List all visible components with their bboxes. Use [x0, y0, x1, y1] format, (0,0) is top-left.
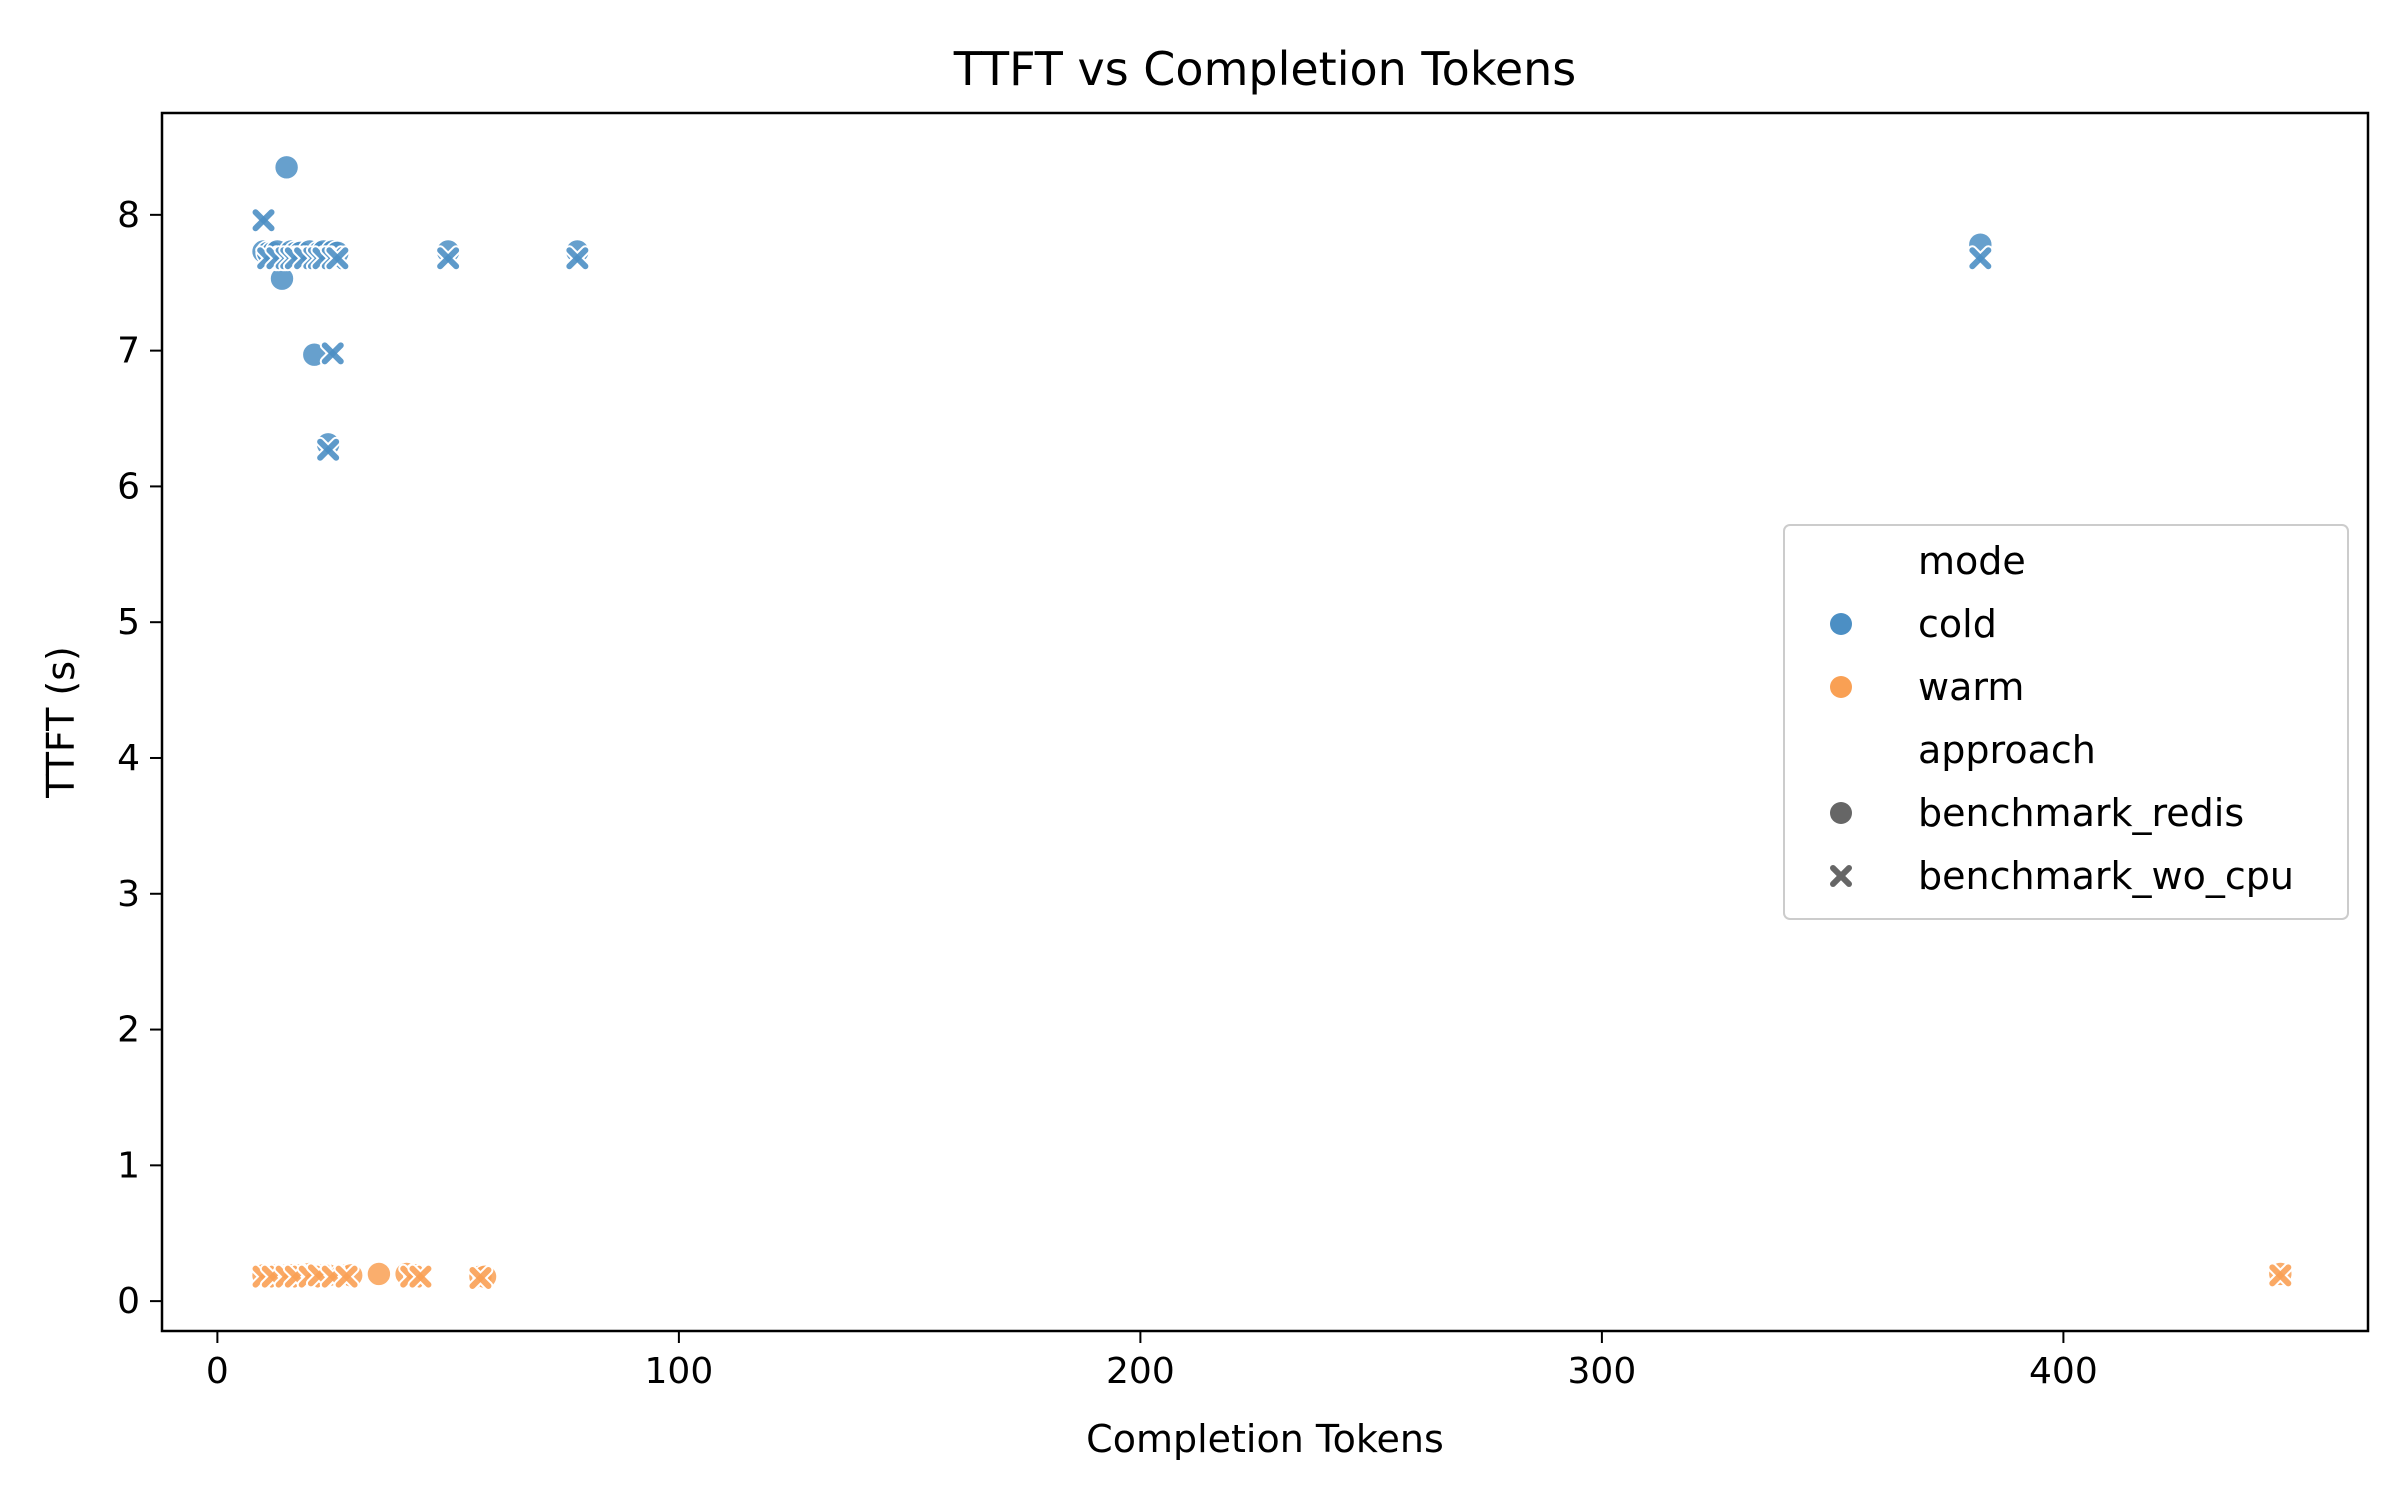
- legend-cold-label: cold: [1918, 602, 1997, 646]
- y-tick-label: 1: [117, 1145, 140, 1186]
- x-tick-label: 100: [645, 1351, 714, 1392]
- legend-redis-marker: [1830, 802, 1852, 824]
- legend-cold-marker: [1830, 613, 1852, 635]
- legend: mode cold warm approach benchmark_redis …: [1783, 524, 2349, 920]
- axis-ticks: 0 100 200 300 400 0 1 2 3 4 5 6 7 8: [117, 195, 2098, 1392]
- data-point-cold-wo-cpu: [250, 207, 277, 234]
- x-marker-stroke: [469, 1267, 492, 1290]
- y-tick-label: 2: [117, 1010, 140, 1051]
- data-point-cold-wo-cpu: [315, 436, 342, 463]
- data-points: [250, 154, 2294, 1292]
- data-point-cold-wo-cpu: [435, 245, 462, 272]
- data-point-warm-wo-cpu: [2267, 1262, 2294, 1289]
- data-point-warm-redis: [366, 1261, 392, 1287]
- x-marker-stroke: [1830, 865, 1852, 887]
- y-tick-label: 7: [117, 331, 140, 372]
- legend-warm-label: warm: [1918, 665, 2024, 709]
- x-marker-stroke: [2269, 1264, 2292, 1287]
- legend-hue-title: mode: [1918, 539, 2026, 583]
- x-marker-stroke: [335, 1265, 358, 1288]
- legend-warm-marker: [1830, 676, 1852, 698]
- x-tick-label: 400: [2029, 1351, 2098, 1392]
- y-tick-label: 5: [117, 602, 140, 643]
- legend-style-title: approach: [1918, 728, 2096, 772]
- x-marker-stroke: [566, 247, 589, 270]
- y-tick-label: 8: [117, 195, 140, 236]
- x-marker-stroke: [321, 342, 344, 365]
- data-point-warm-wo-cpu: [407, 1263, 434, 1290]
- x-tick-label: 200: [1106, 1351, 1175, 1392]
- x-marker-stroke: [326, 247, 349, 270]
- y-tick-label: 4: [117, 738, 140, 779]
- x-marker-stroke: [252, 209, 275, 232]
- y-tick-label: 0: [117, 1281, 140, 1322]
- x-marker-stroke: [437, 247, 460, 270]
- x-marker-stroke: [317, 438, 340, 461]
- x-tick-label: 0: [206, 1351, 229, 1392]
- data-point-cold-wo-cpu: [324, 245, 351, 272]
- y-axis-label: TTFT (s): [39, 646, 83, 799]
- data-point-cold-wo-cpu: [319, 340, 346, 367]
- legend-box: [1783, 524, 2349, 920]
- y-tick-label: 3: [117, 874, 140, 915]
- data-point-cold-redis: [273, 154, 300, 181]
- y-tick-label: 6: [117, 466, 140, 507]
- chart-title: TTFT vs Completion Tokens: [953, 42, 1577, 96]
- data-point-cold-wo-cpu: [1967, 245, 1994, 272]
- data-point-warm-wo-cpu: [467, 1265, 494, 1292]
- legend-wo-cpu-label: benchmark_wo_cpu: [1918, 854, 2294, 898]
- legend-redis-label: benchmark_redis: [1918, 791, 2244, 835]
- data-point-warm-wo-cpu: [333, 1263, 360, 1290]
- x-axis-label: Completion Tokens: [1086, 1417, 1444, 1461]
- legend-wo-cpu-marker: [1830, 865, 1852, 887]
- x-marker-stroke: [1969, 247, 1992, 270]
- plot-frame: [160, 111, 2370, 1333]
- x-tick-label: 300: [1568, 1351, 1637, 1392]
- x-marker-stroke: [409, 1265, 432, 1288]
- data-point-cold-wo-cpu: [564, 245, 591, 272]
